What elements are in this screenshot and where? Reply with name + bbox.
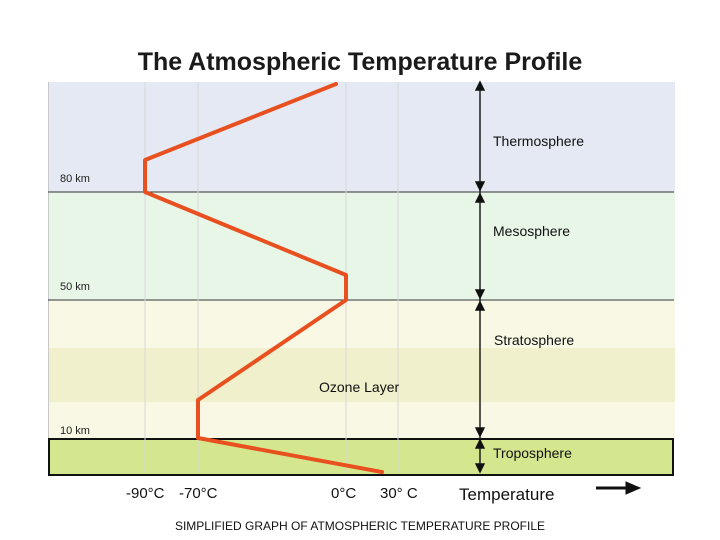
arrowhead-80-up — [474, 192, 486, 203]
temperature-axis-label: Temperature — [459, 485, 555, 504]
temp-tick-minus90: -90°C — [126, 485, 165, 502]
altitude-50km-label: 50 km — [60, 281, 90, 293]
ozone-layer-band — [48, 348, 675, 402]
troposphere-label: Troposphere — [493, 445, 572, 461]
layer-height-arrows — [474, 80, 486, 474]
mesosphere-band — [48, 192, 675, 300]
stratosphere-label: Stratosphere — [494, 332, 575, 348]
temperature-direction-arrow — [596, 481, 642, 495]
mesosphere-label: Mesosphere — [493, 223, 571, 239]
altitude-10km-label: 10 km — [60, 425, 90, 437]
arrowhead-80-down — [474, 181, 486, 192]
diagram-caption: SIMPLIFIED GRAPH OF ATMOSPHERIC TEMPERAT… — [174, 519, 546, 533]
thermosphere-band — [48, 82, 675, 192]
arrowhead-10-up — [474, 438, 486, 449]
arrowhead-10-down — [474, 427, 486, 438]
stratosphere-band — [48, 300, 675, 348]
altitude-80km-label: 80 km — [60, 173, 90, 185]
diagram-title: The Atmospheric Temperature Profile — [137, 48, 583, 76]
temp-tick-30: 30° C — [380, 485, 418, 502]
arrowhead-top — [474, 80, 486, 91]
stratosphere-lower-band — [48, 402, 675, 438]
arrowhead-bottom — [474, 463, 486, 474]
arrowhead-50-down — [474, 289, 486, 300]
ozone-layer-label: Ozone Layer — [319, 379, 400, 395]
temp-tick-minus70: -70°C — [179, 485, 218, 502]
arrowhead-50-up — [474, 300, 486, 311]
temperature-profile-line — [143, 82, 384, 474]
thermosphere-label: Thermosphere — [493, 133, 585, 149]
temp-tick-0: 0°C — [331, 485, 357, 502]
